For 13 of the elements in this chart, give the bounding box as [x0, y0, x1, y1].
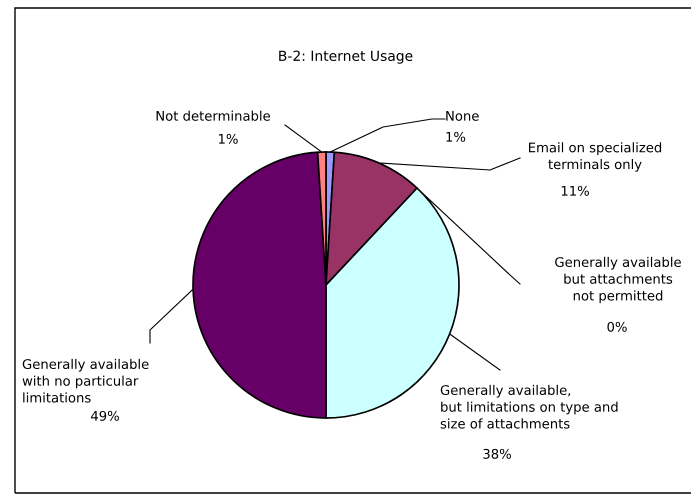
- slice-label: Not determinable: [156, 110, 270, 121]
- category-label: Generally available but attachments not permitted: [555, 256, 681, 304]
- data-label: 38%: [483, 448, 511, 459]
- data-label: 11%: [562, 186, 589, 196]
- slice-label: Generally available, but limitations on type and size of attachments: [440, 384, 618, 429]
- chart-title: B-2: Internet Usage: [279, 50, 412, 64]
- slice-label: Generally available with no particular limitations: [22, 358, 149, 403]
- text: 0%: [607, 322, 627, 332]
- data-label: 1%: [218, 134, 238, 144]
- slice-label: None: [446, 111, 479, 121]
- data-label: 49%: [90, 410, 119, 421]
- data-label: 1%: [446, 132, 466, 142]
- slice-label: Email on specialized terminals only: [529, 142, 662, 172]
